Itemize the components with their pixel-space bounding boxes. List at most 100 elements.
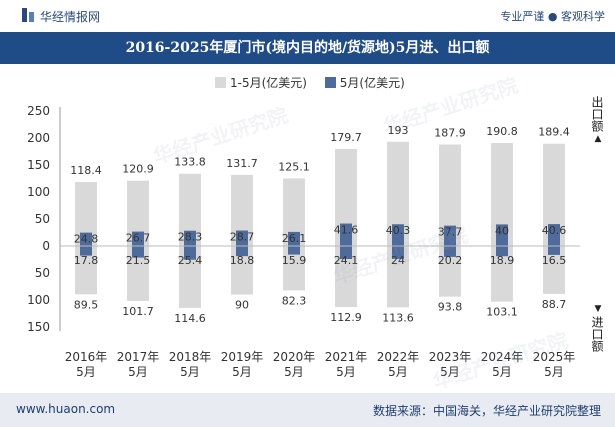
y-tick-label: 150 [27, 158, 50, 172]
label-import-monthly: 18.9 [490, 254, 515, 267]
label-import-cumulative: 90 [235, 299, 249, 312]
up-arrow-icon: ▲ [594, 134, 602, 144]
label-import-cumulative: 88.7 [542, 298, 567, 311]
label-export-monthly: 40.3 [386, 224, 411, 237]
x-tick-label: 5月 [232, 365, 252, 379]
tagline: 专业严谨 ● 客观科学 [500, 10, 605, 23]
y-tick-label: 50 [35, 212, 50, 226]
bar-import-cumulative [335, 246, 357, 307]
bar-export-cumulative [127, 180, 149, 246]
chart-area: 250 200 150 100 50 0 50 100 150 118.4 24.8 17.8 89.5… [27, 104, 580, 379]
y-tick-label: 100 [27, 293, 50, 307]
label-export-cumulative: 118.4 [70, 164, 102, 177]
label-import-monthly: 21.5 [126, 254, 151, 267]
label-export-monthly: 26.7 [126, 232, 151, 245]
x-tick-label: 5月 [180, 365, 200, 379]
x-tick-label: 2024年 [481, 350, 524, 364]
bar-export-cumulative [179, 173, 201, 246]
label-export-cumulative: 190.8 [486, 125, 518, 138]
bar-import-monthly [548, 246, 560, 255]
label-export-monthly: 28.3 [178, 231, 203, 244]
y-tick-label: 0 [42, 239, 50, 253]
x-tick-label: 5月 [76, 365, 96, 379]
label-export-cumulative: 133.8 [174, 156, 206, 169]
label-export-cumulative: 131.7 [226, 157, 258, 170]
label-import-cumulative: 113.6 [382, 311, 414, 324]
bar-export-cumulative [543, 143, 565, 246]
brand-logo-icon [22, 8, 34, 22]
bar-export-monthly [184, 230, 196, 246]
bar-export-cumulative [231, 174, 253, 246]
bar-export-monthly [496, 224, 508, 246]
legend-swatch-monthly [324, 77, 336, 88]
label-import-cumulative: 101.7 [122, 305, 154, 318]
bar-import-cumulative [543, 246, 565, 294]
bar-export-monthly [392, 224, 404, 246]
label-import-cumulative: 103.1 [486, 306, 518, 319]
label-import-monthly: 25.4 [178, 254, 203, 267]
bar-export-cumulative [335, 148, 357, 246]
bar-import-monthly [80, 246, 92, 256]
export-axis-label: 出口额 ▲ [590, 96, 606, 146]
x-tick-label: 2017年 [117, 350, 160, 364]
bar-export-monthly [340, 223, 352, 246]
bar-import-monthly [392, 246, 404, 259]
label-import-monthly: 15.9 [282, 254, 307, 267]
bar-export-monthly [288, 231, 300, 246]
label-export-monthly: 40 [495, 224, 509, 237]
x-tick-label: 2016年 [65, 350, 108, 364]
label-export-monthly: 28.7 [230, 231, 255, 244]
x-tick-label: 2023年 [429, 350, 472, 364]
y-tick-label: 150 [27, 320, 50, 334]
x-tick-label: 5月 [336, 365, 356, 379]
label-import-monthly: 24 [391, 254, 405, 267]
legend-label-cumulative: 1-5月(亿美元) [230, 76, 307, 90]
bar-export-cumulative [75, 182, 97, 246]
top-bar: 华经情报网 专业严谨 ● 客观科学 [0, 0, 615, 32]
label-export-cumulative: 193 [388, 124, 409, 137]
bar-import-cumulative [179, 246, 201, 308]
bar-export-cumulative [387, 141, 409, 246]
x-tick-label: 2018年 [169, 350, 212, 364]
legend-item-cumulative: 1-5月(亿美元) [215, 74, 307, 91]
footer-source: 数据来源：中国海关，华经产业研究院整理 [372, 404, 601, 418]
label-import-monthly: 17.8 [74, 254, 99, 267]
x-tick-label: 5月 [440, 365, 460, 379]
label-import-cumulative: 93.8 [438, 301, 463, 314]
x-tick-label: 5月 [388, 365, 408, 379]
legend-swatch-cumulative [215, 77, 226, 88]
bar-export-cumulative [491, 142, 513, 246]
export-axis-text: 出口额 [590, 96, 604, 132]
label-import-monthly: 18.8 [230, 254, 255, 267]
bar-import-monthly [236, 246, 248, 257]
footer: www.huaon.com 数据来源：中国海关，华经产业研究院整理 [0, 393, 615, 427]
label-import-cumulative: 89.5 [74, 298, 99, 311]
bar-import-monthly [444, 246, 456, 257]
chart-title: 2016-2025年厦门市(境内目的地/货源地)5月进、出口额 [0, 32, 615, 64]
bar-import-cumulative [283, 246, 305, 291]
bar-export-monthly [80, 232, 92, 246]
label-export-cumulative: 125.1 [278, 160, 310, 173]
bar-import-cumulative [75, 246, 97, 295]
x-tick-label: 5月 [284, 365, 304, 379]
label-export-cumulative: 179.7 [330, 131, 362, 144]
label-import-cumulative: 114.6 [174, 312, 206, 325]
x-tick-label: 5月 [128, 365, 148, 379]
label-export-monthly: 40.6 [542, 224, 567, 237]
legend-label-monthly: 5月(亿美元) [339, 76, 405, 90]
legend-item-monthly: 5月(亿美元) [324, 74, 405, 91]
label-export-monthly: 26.1 [282, 232, 307, 245]
label-export-cumulative: 120.9 [122, 163, 154, 176]
label-import-monthly: 20.2 [438, 254, 463, 267]
import-axis-label: ▼ 进口额 [590, 302, 606, 352]
bar-export-monthly [444, 225, 456, 246]
x-tick-label: 5月 [492, 365, 512, 379]
y-tick-label: 200 [27, 131, 50, 145]
bar-export-cumulative [283, 178, 305, 246]
label-import-monthly: 16.5 [542, 254, 567, 267]
down-arrow-icon: ▼ [594, 304, 602, 314]
x-tick-label: 2019年 [221, 350, 264, 364]
bar-import-monthly [340, 246, 352, 260]
label-import-monthly: 24.1 [334, 254, 359, 267]
label-import-cumulative: 112.9 [330, 311, 362, 324]
